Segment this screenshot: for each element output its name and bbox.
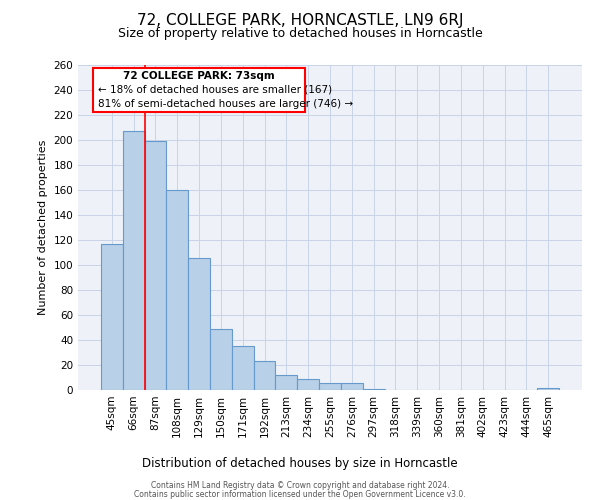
Bar: [254, 361, 275, 390]
Bar: [319, 382, 341, 390]
Text: ← 18% of detached houses are smaller (167): ← 18% of detached houses are smaller (16…: [98, 84, 332, 94]
Bar: [363, 389, 385, 390]
Bar: [210, 329, 232, 390]
Bar: [537, 388, 559, 390]
Text: 72, COLLEGE PARK, HORNCASTLE, LN9 6RJ: 72, COLLEGE PARK, HORNCASTLE, LN9 6RJ: [137, 12, 463, 28]
Y-axis label: Number of detached properties: Number of detached properties: [38, 140, 48, 315]
Text: Contains HM Land Registry data © Crown copyright and database right 2024.: Contains HM Land Registry data © Crown c…: [151, 481, 449, 490]
Bar: [145, 141, 166, 390]
Text: Distribution of detached houses by size in Horncastle: Distribution of detached houses by size …: [142, 458, 458, 470]
Bar: [101, 244, 123, 390]
Bar: [275, 375, 297, 390]
Bar: [188, 258, 210, 390]
Bar: [166, 190, 188, 390]
Bar: [123, 131, 145, 390]
Text: Size of property relative to detached houses in Horncastle: Size of property relative to detached ho…: [118, 28, 482, 40]
Bar: [232, 346, 254, 390]
Text: Contains public sector information licensed under the Open Government Licence v3: Contains public sector information licen…: [134, 490, 466, 499]
Text: 72 COLLEGE PARK: 73sqm: 72 COLLEGE PARK: 73sqm: [123, 71, 275, 81]
Text: 81% of semi-detached houses are larger (746) →: 81% of semi-detached houses are larger (…: [98, 99, 353, 109]
FancyBboxPatch shape: [93, 68, 305, 112]
Bar: [341, 382, 363, 390]
Bar: [297, 379, 319, 390]
